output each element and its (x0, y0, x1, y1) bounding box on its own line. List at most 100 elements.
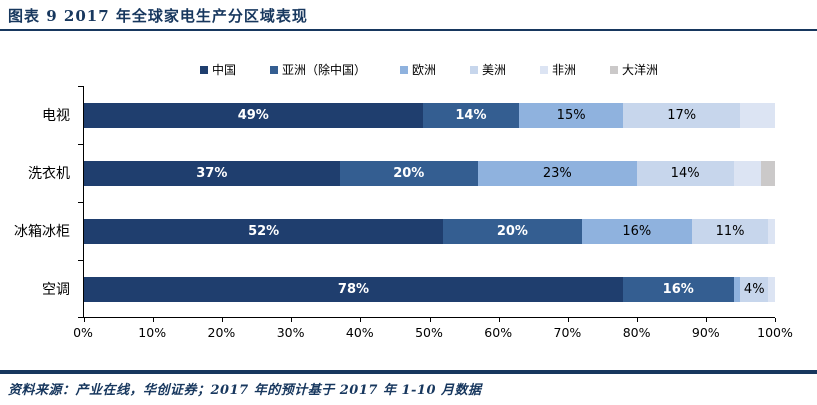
legend-item: 欧洲 (399, 61, 436, 78)
bar-segment (761, 160, 775, 186)
bar-segment: 78% (84, 276, 623, 302)
x-axis-tick (360, 318, 362, 322)
x-axis-tick (636, 318, 638, 322)
bar-row: 52% 20% 16% 11% (84, 202, 775, 260)
bar-segment: 52% (84, 218, 444, 244)
bar-segment: 23% (477, 160, 637, 186)
bar-segment: 37% (84, 160, 340, 186)
bar-segment-label: 15% (556, 107, 586, 123)
x-axis-tick-label: 60% (484, 325, 513, 340)
x-axis-tick (153, 318, 155, 322)
bar-segment-label: 37% (196, 165, 228, 181)
legend-label: 亚洲（除中国） (281, 63, 366, 77)
legend-item: 亚洲（除中国） (269, 61, 366, 78)
bar-segment (733, 276, 741, 302)
x-axis-tick-label: 90% (691, 325, 720, 340)
x-axis-tick-label: 70% (553, 325, 582, 340)
bar-segment-label: 49% (237, 107, 269, 123)
x-axis-tick-label: 30% (276, 325, 305, 340)
legend-swatch-icon (399, 65, 408, 74)
bar-row: 78% 16% 4% (84, 260, 775, 318)
x-axis-tick (705, 318, 707, 322)
x-axis-tick-label: 10% (138, 325, 167, 340)
stacked-bar: 49% 14% 15% 17% (84, 102, 775, 128)
legend-label: 非洲 (552, 63, 577, 77)
bar-segment: 15% (519, 102, 623, 128)
x-axis-tick (291, 318, 293, 322)
legend-swatch-icon (269, 65, 278, 74)
bar-segment-label: 23% (542, 165, 572, 181)
bar-row: 37% 20% 23% 14% (84, 144, 775, 202)
bar-segment-label: 4% (743, 281, 765, 297)
stacked-bar: 37% 20% 23% 14% (84, 160, 775, 186)
bar-segment (733, 160, 762, 186)
bar-segment (768, 276, 775, 302)
stacked-bar: 78% 16% 4% (84, 276, 775, 302)
chart-legend: 中国 亚洲（除中国） 欧洲 美洲 非洲 大洋洲 (83, 61, 775, 78)
bar-segment-label: 78% (337, 281, 370, 297)
x-axis-labels: 0% 10% 20% 30% 40% 50% 60% 70% 80% 90% 100% (73, 325, 793, 343)
x-axis-tick (222, 318, 224, 322)
title-divider (0, 29, 817, 31)
bar-row: 49% 14% 15% 17% (84, 86, 775, 144)
x-axis-tick-label: 0% (73, 325, 93, 340)
legend-item: 美洲 (470, 61, 506, 78)
bar-segment (740, 102, 775, 128)
legend-item: 大洋洲 (610, 61, 658, 78)
x-axis-tick-label: 20% (207, 325, 236, 340)
stacked-bar: 52% 20% 16% 11% (84, 218, 775, 244)
y-axis-tick (78, 317, 84, 318)
legend-swatch-icon (470, 65, 478, 74)
plot-area: 49% 14% 15% 17% 37% 20% 23% 14% 52% 20% 16% 11% 78% 1… (78, 86, 776, 322)
y-axis-tick (78, 144, 84, 145)
legend-item: 中国 (199, 61, 236, 78)
bar-segment: 4% (740, 276, 769, 302)
y-axis-label: 电视 (42, 108, 70, 124)
y-axis-label: 洗衣机 (28, 166, 70, 182)
legend-swatch-icon (540, 65, 549, 74)
x-axis-tick-label: 80% (622, 325, 651, 340)
legend-swatch-icon (610, 65, 619, 74)
bar-segment-label: 14% (670, 165, 700, 181)
x-axis-tick-label: 100% (757, 325, 793, 340)
bar-segment-label: 14% (455, 107, 487, 123)
bar-segment-label: 11% (715, 223, 745, 239)
bar-segment-label: 20% (496, 223, 528, 239)
bar-segment: 49% (84, 102, 423, 128)
y-axis-tick (78, 86, 84, 87)
x-axis-tick-label: 50% (415, 325, 443, 340)
x-axis-tick (567, 318, 569, 322)
source-note: 资料来源：产业在线，华创证券；2017 年的预计基于 2017 年 1-10 月… (8, 383, 482, 398)
figure-title: 图表 9 2017 年全球家电生产分区域表现 (8, 7, 308, 25)
legend-label: 美洲 (482, 63, 507, 77)
y-axis-label: 冰箱冰柜 (14, 224, 70, 240)
bar-segment-label: 52% (248, 223, 280, 239)
footer-divider (0, 370, 817, 374)
legend-swatch-icon (199, 65, 208, 74)
legend-label: 中国 (211, 63, 236, 77)
x-axis-tick (498, 318, 500, 322)
legend-label: 大洋洲 (622, 63, 659, 77)
bar-segment-label: 16% (662, 281, 694, 297)
x-axis-tick-label: 40% (345, 325, 374, 340)
bar-segment: 20% (339, 160, 478, 186)
bar-segment-label: 20% (393, 165, 425, 181)
x-axis-tick (775, 318, 776, 322)
bar-segment: 16% (622, 276, 734, 302)
bar-segment: 16% (581, 218, 693, 244)
bar-segment: 17% (622, 102, 741, 128)
legend-item: 非洲 (540, 61, 576, 78)
bar-segment: 14% (636, 160, 734, 186)
x-axis-tick (429, 318, 431, 322)
bar-segment-label: 16% (622, 223, 652, 239)
bar-segment: 11% (692, 218, 769, 244)
x-axis-tick (84, 318, 85, 322)
bar-segment: 20% (443, 218, 582, 244)
y-axis-labels: 电视 洗衣机 冰箱冰柜 空调 (0, 86, 76, 318)
bar-segment (768, 218, 775, 244)
legend-label: 欧洲 (411, 63, 436, 77)
y-axis-tick (78, 260, 84, 261)
y-axis-tick (78, 202, 84, 203)
bar-segment: 14% (422, 102, 520, 128)
